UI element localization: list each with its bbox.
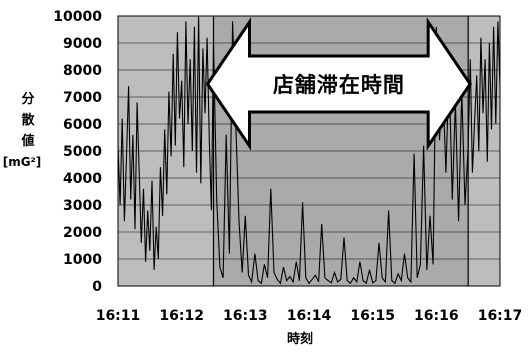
plot-frame [117,15,501,287]
double-arrow-shape [205,17,472,151]
y-axis-label-line: 分 [21,91,34,107]
y-tick-label: 5000 [63,144,102,160]
y-axis-label-unit: [mG²] [3,155,42,169]
y-tick-label: 8000 [63,63,102,79]
y-axis-label-line: 値 [20,133,34,149]
x-axis-label: 時刻 [287,331,313,347]
y-tick-label: 9000 [63,36,102,52]
x-tick-label: 16:15 [350,308,395,324]
y-tick-label: 3000 [63,198,102,214]
x-tick-label: 16:13 [223,308,268,324]
y-tick-label: 0 [92,279,102,295]
x-tick-label: 16:12 [159,308,204,324]
x-tick-label: 16:16 [414,308,459,324]
annotation-label: 店舗滞在時間 [273,73,405,97]
stay-duration-annotation: 店舗滞在時間 [205,17,472,151]
x-tick-label: 16:17 [478,308,523,324]
x-tick-label: 16:14 [287,308,332,324]
y-tick-label: 4000 [63,171,102,187]
y-tick-label: 10000 [53,9,102,25]
x-tick-label: 16:11 [96,308,141,324]
x-axis-ticks: 16:11 16:12 16:13 16:14 16:15 16:16 16:17 [96,308,523,324]
y-tick-label: 1000 [63,252,102,268]
y-axis-label: 分 散 値 [mG²] [3,91,42,169]
y-tick-label: 7000 [63,90,102,106]
y-tick-label: 2000 [63,225,102,241]
y-axis-ticks: 0 1000 2000 3000 4000 5000 6000 7000 8000 9000 100… [53,9,102,295]
y-tick-label: 6000 [63,117,102,133]
y-axis-label-line: 散 [21,112,35,128]
